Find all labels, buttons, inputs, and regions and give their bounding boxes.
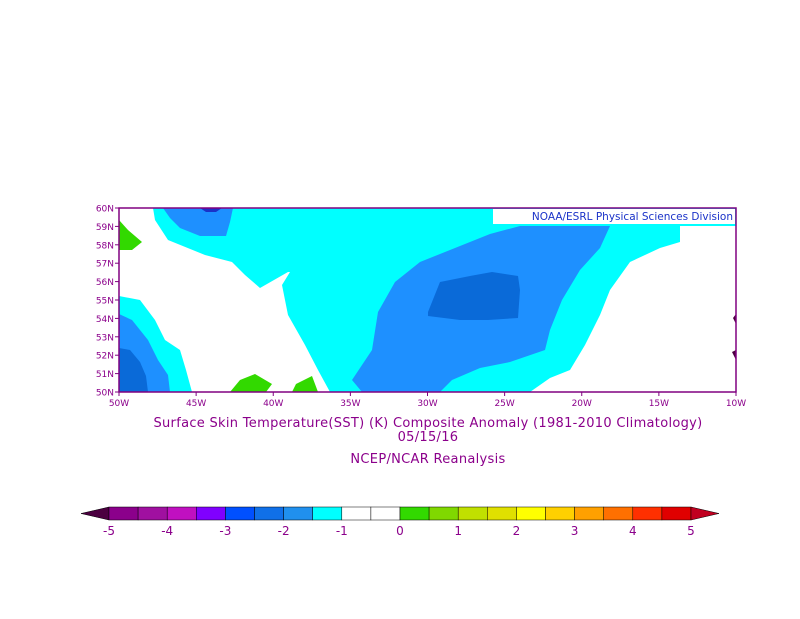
colorbar-swatch	[196, 506, 226, 521]
contour-green-south2	[292, 376, 318, 392]
contour-green-south1	[230, 374, 272, 392]
map-date: 05/15/16	[397, 430, 459, 445]
colorbar-label: 3	[571, 524, 579, 538]
colorbar-label: -4	[161, 524, 173, 538]
colorbar-swatch	[603, 506, 634, 521]
colorbar-swatch	[341, 506, 372, 521]
map-source: NCEP/NCAR Reanalysis	[350, 452, 506, 467]
contour-darkblue-central	[428, 272, 520, 320]
colorbar-label: 5	[687, 524, 695, 538]
longitude-axis: 50W 45W 40W 35W 30W 25W 20W 15W 10W	[109, 392, 746, 409]
colorbar-swatch	[370, 506, 401, 521]
colorbar-label: 0	[396, 524, 404, 538]
colorbar: -5 -4 -3 -2 -1 0 1 2 3 4 5	[80, 506, 720, 538]
credit-text: NOAA/ESRL Physical Sciences Division	[532, 211, 733, 223]
lat-label: 60N	[96, 205, 114, 215]
lon-label: 30W	[417, 399, 437, 409]
colorbar-min-arrow	[80, 506, 110, 521]
colorbar-swatch	[661, 506, 692, 521]
colorbar-swatch	[137, 506, 168, 521]
lon-label: 40W	[263, 399, 283, 409]
colorbar-swatch	[312, 506, 343, 521]
lon-label: 45W	[186, 399, 206, 409]
lat-label: 55N	[96, 297, 114, 307]
colorbar-max-arrow	[690, 506, 720, 521]
lon-label: 25W	[494, 399, 514, 409]
colorbar-swatch	[457, 506, 488, 521]
lat-label: 53N	[96, 333, 114, 343]
lat-label: 54N	[96, 315, 114, 325]
colorbar-label: 4	[629, 524, 637, 538]
colorbar-label: -1	[336, 524, 348, 538]
contour-blue-upper	[163, 208, 233, 236]
colorbar-label: -2	[278, 524, 290, 538]
lon-label: 20W	[572, 399, 592, 409]
colorbar-swatch	[108, 506, 139, 521]
contour-darkblue-top	[200, 208, 222, 212]
lat-label: 59N	[96, 223, 114, 233]
lat-label: 51N	[96, 370, 114, 380]
credit-box	[493, 209, 735, 224]
map-title: Surface Skin Temperature(SST) (K) Compos…	[153, 416, 703, 431]
colorbar-swatch	[428, 506, 459, 521]
colorbar-label: 1	[454, 524, 462, 538]
colorbar-swatch	[225, 506, 255, 521]
lon-label: 50W	[109, 399, 129, 409]
contour-fields	[119, 208, 736, 392]
colorbar-swatch	[574, 506, 604, 521]
contour-green-nw	[119, 220, 142, 250]
latitude-axis: 50N 51N 52N 53N 54N 55N 56N 57N 58N 59N 60N	[96, 205, 119, 399]
colorbar-swatch	[516, 506, 546, 521]
lon-label: 15W	[649, 399, 669, 409]
colorbar-swatch	[283, 506, 313, 521]
colorbar-swatch	[166, 506, 197, 521]
contour-dark-east2	[732, 350, 736, 360]
lat-label: 52N	[96, 352, 114, 362]
colorbar-label: 2	[513, 524, 521, 538]
colorbar-swatch	[399, 506, 430, 521]
lat-label: 56N	[96, 278, 114, 288]
lat-label: 57N	[96, 260, 114, 270]
lon-label: 10W	[726, 399, 746, 409]
colorbar-label: -3	[219, 524, 231, 538]
lat-label: 58N	[96, 241, 114, 251]
lon-label: 35W	[340, 399, 360, 409]
colorbar-swatch	[487, 506, 517, 521]
colorbar-swatch	[632, 506, 663, 521]
colorbar-swatch	[545, 506, 575, 521]
contour-darkblue-left	[119, 348, 148, 392]
lat-label: 50N	[96, 389, 114, 399]
colorbar-label: -5	[103, 524, 115, 538]
colorbar-swatch	[254, 506, 284, 521]
